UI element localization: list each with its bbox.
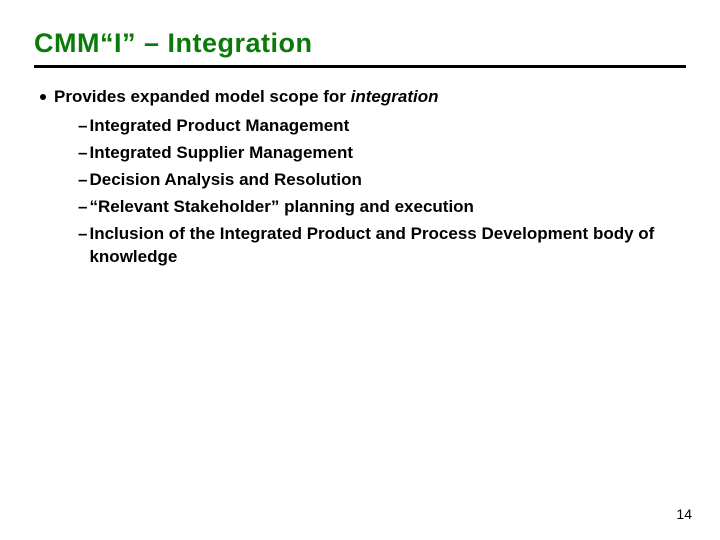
dash-icon: – bbox=[78, 169, 87, 192]
page-number: 14 bbox=[676, 506, 692, 522]
sub-item: –Integrated Product Management bbox=[78, 115, 686, 138]
sub-item-text: Integrated Supplier Management bbox=[89, 142, 353, 165]
dash-icon: – bbox=[78, 115, 87, 138]
sub-item: –Inclusion of the Integrated Product and… bbox=[78, 223, 686, 269]
sub-list: –Integrated Product Management–Integrate… bbox=[78, 115, 686, 269]
slide-title: CMM“I” – Integration bbox=[34, 28, 686, 65]
dash-icon: – bbox=[78, 196, 87, 219]
sub-item: –Integrated Supplier Management bbox=[78, 142, 686, 165]
dash-icon: – bbox=[78, 142, 87, 165]
dash-icon: – bbox=[78, 223, 87, 246]
sub-item-text: Integrated Product Management bbox=[89, 115, 349, 138]
bullet-lead: Provides expanded model scope for bbox=[54, 87, 351, 106]
title-underline bbox=[34, 65, 686, 68]
slide: CMM“I” – Integration Provides expanded m… bbox=[0, 0, 720, 540]
bullet-text: Provides expanded model scope for integr… bbox=[54, 86, 438, 109]
bullet-italic: integration bbox=[351, 87, 439, 106]
sub-item: –Decision Analysis and Resolution bbox=[78, 169, 686, 192]
sub-item-text: Inclusion of the Integrated Product and … bbox=[89, 223, 686, 269]
sub-item-text: Decision Analysis and Resolution bbox=[89, 169, 361, 192]
sub-item: –“Relevant Stakeholder” planning and exe… bbox=[78, 196, 686, 219]
bullet-item: Provides expanded model scope for integr… bbox=[34, 86, 686, 109]
bullet-dot-icon bbox=[40, 94, 46, 100]
sub-item-text: “Relevant Stakeholder” planning and exec… bbox=[89, 196, 473, 219]
